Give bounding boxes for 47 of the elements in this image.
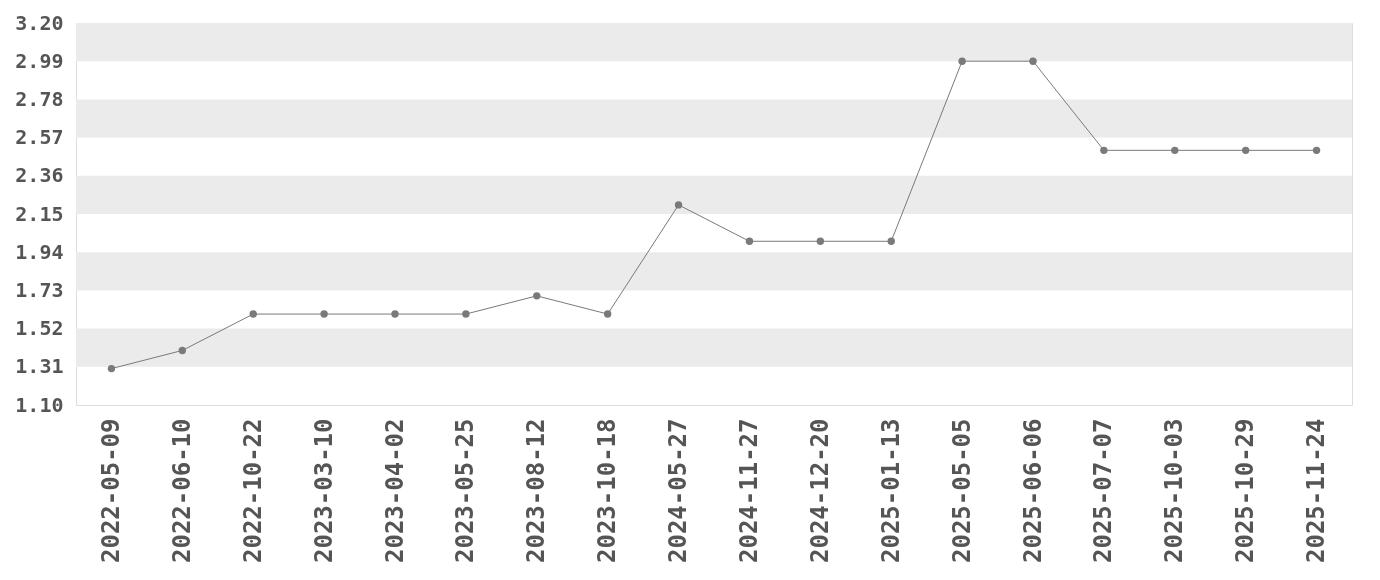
y-tick-label: 1.52 xyxy=(15,316,64,341)
y-tick-label: 1.10 xyxy=(15,392,64,417)
x-tick-label: 2025-06-06 xyxy=(1018,418,1047,563)
x-tick-label: 2025-11-24 xyxy=(1302,418,1331,563)
x-tick-label: 2023-05-25 xyxy=(451,418,480,563)
x-tick-label: 2025-05-05 xyxy=(947,418,976,563)
x-tick-label: 2024-12-20 xyxy=(805,418,834,563)
y-tick-label: 2.99 xyxy=(15,48,64,73)
x-tick-label: 2022-06-10 xyxy=(167,418,196,563)
point xyxy=(1312,146,1321,155)
point xyxy=(1171,146,1179,155)
point xyxy=(462,310,470,318)
point xyxy=(887,237,895,245)
y-tick-label: 2.15 xyxy=(15,201,64,226)
x-tick-label: 2025-10-29 xyxy=(1231,418,1260,563)
y-tick-label: 3.20 xyxy=(15,10,64,35)
point xyxy=(178,346,187,355)
x-tick-label: 2025-10-03 xyxy=(1160,418,1189,563)
point xyxy=(1100,146,1108,155)
y-tick-label: 2.78 xyxy=(15,86,64,111)
x-tick-label: 2025-01-13 xyxy=(876,418,905,563)
x-tick-label: 2022-05-09 xyxy=(96,418,125,563)
point xyxy=(745,237,754,245)
point xyxy=(107,364,116,373)
x-tick-label: 2023-10-18 xyxy=(593,418,622,563)
y-tick-label: 1.94 xyxy=(15,239,64,264)
x-tick-label: 2022-10-22 xyxy=(238,418,267,563)
point xyxy=(674,201,683,209)
x-tick-label: 2023-04-02 xyxy=(380,418,409,563)
point xyxy=(816,237,825,245)
x-tick-label: 2025-07-07 xyxy=(1089,418,1118,563)
point xyxy=(249,310,257,318)
x-tick-label: 2023-03-10 xyxy=(309,418,338,563)
x-tick-label: 2024-11-27 xyxy=(734,418,763,563)
point xyxy=(391,310,399,318)
point xyxy=(320,310,328,318)
y-tick-label: 2.36 xyxy=(15,163,64,188)
point xyxy=(1241,146,1250,155)
x-tick-label: 2023-08-12 xyxy=(522,418,551,563)
point xyxy=(533,292,541,300)
point xyxy=(1029,57,1037,65)
y-tick-label: 1.31 xyxy=(15,354,64,379)
point xyxy=(603,310,612,318)
y-tick-label: 1.73 xyxy=(15,277,64,302)
y-tick-label: 2.57 xyxy=(15,125,64,150)
x-tick-label: 2024-05-27 xyxy=(664,418,693,563)
point xyxy=(958,57,966,65)
